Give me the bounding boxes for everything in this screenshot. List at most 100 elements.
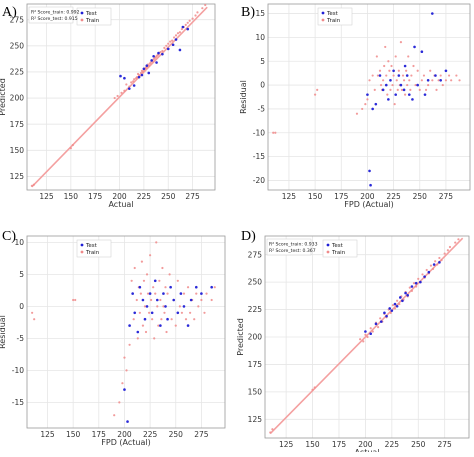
test-point [174, 38, 178, 41]
y-tick-label: -10 [253, 128, 265, 137]
train-point [168, 273, 171, 276]
test-point [374, 322, 378, 326]
test-point [172, 298, 176, 302]
panel-letter: D) [241, 229, 256, 244]
test-point [133, 311, 137, 315]
test-point [399, 83, 403, 87]
train-point [121, 382, 124, 385]
test-point [423, 93, 427, 96]
train-point [159, 298, 162, 302]
train-point [213, 286, 216, 289]
test-point [210, 285, 213, 289]
train-point [361, 107, 364, 111]
train-point [410, 289, 414, 292]
train-point [195, 292, 198, 295]
train-point [431, 79, 434, 82]
train-point [366, 335, 369, 339]
train-point [355, 112, 359, 115]
train-point [379, 83, 383, 87]
test-point [128, 324, 131, 327]
train-point [147, 64, 150, 67]
train-point [136, 337, 139, 340]
x-tick-label: 150 [64, 192, 79, 201]
plot-area [27, 236, 225, 428]
test-point [126, 420, 129, 423]
train-point [188, 19, 191, 22]
train-point [447, 74, 451, 77]
x-tick-label: 225 [386, 192, 401, 201]
x-tick-label: 200 [360, 192, 375, 201]
test-point [161, 52, 164, 56]
train-point [135, 298, 138, 302]
test-point [420, 50, 424, 53]
test-point [182, 305, 186, 308]
y-tick-label: 225 [10, 68, 25, 77]
fit-line [31, 6, 208, 188]
train-point [149, 61, 152, 64]
y-tick-label: 5 [19, 270, 24, 279]
test-point [200, 292, 203, 295]
train-point [373, 88, 376, 91]
train-point [396, 299, 399, 302]
train-point [178, 305, 181, 308]
x-tick-label: 175 [92, 430, 107, 439]
test-point [378, 74, 382, 77]
plot-area [268, 4, 470, 190]
train-point [414, 83, 417, 87]
y-tick-label: 5 [260, 57, 265, 66]
train-point [125, 369, 128, 372]
train-point [174, 34, 178, 37]
train-point [74, 298, 77, 302]
test-point [387, 98, 390, 101]
train-point [180, 311, 184, 314]
x-tick-label: 150 [308, 192, 323, 201]
train-point [32, 183, 35, 186]
train-point [393, 307, 397, 310]
legend-entry: Train [85, 18, 100, 24]
train-point [431, 267, 435, 271]
test-point [162, 292, 165, 295]
y-tick-label: 15 [255, 9, 265, 18]
test-point [392, 69, 395, 73]
train-point [194, 14, 197, 17]
train-point [368, 79, 371, 82]
test-point [136, 330, 140, 334]
y-tick-label: 250 [248, 278, 263, 287]
test-point [132, 84, 136, 87]
y-tick-label: 225 [248, 305, 263, 314]
y-tick-label: 150 [10, 146, 25, 155]
train-point [412, 282, 416, 285]
x-tick-label: 175 [332, 440, 347, 449]
y-tick-label: -5 [17, 334, 25, 343]
x-tick-label: 175 [334, 192, 349, 201]
train-point [448, 245, 452, 249]
legend-entry: Test [85, 243, 98, 249]
test-point [368, 169, 371, 173]
test-point [390, 309, 394, 312]
test-point [123, 388, 126, 391]
train-point [141, 324, 145, 327]
test-point [398, 296, 402, 299]
train-point [120, 91, 123, 94]
x-axis-label: FPD (Actual) [101, 438, 150, 447]
score-box [28, 6, 74, 24]
train-point [193, 318, 196, 321]
x-tick-label: 150 [305, 440, 320, 449]
train-point [383, 64, 386, 68]
train-point [165, 330, 168, 334]
test-point [413, 45, 416, 49]
train-point [143, 305, 147, 308]
train-point [271, 428, 274, 431]
test-point [142, 67, 146, 71]
train-point [438, 256, 441, 260]
y-tick-label: -15 [12, 398, 24, 407]
train-point [454, 241, 457, 244]
train-point [408, 79, 411, 82]
train-point [443, 252, 446, 255]
train-point [159, 50, 162, 54]
train-point [128, 85, 131, 88]
test-point [131, 292, 134, 295]
y-tick-label: 250 [10, 41, 25, 50]
train-point [150, 298, 153, 302]
